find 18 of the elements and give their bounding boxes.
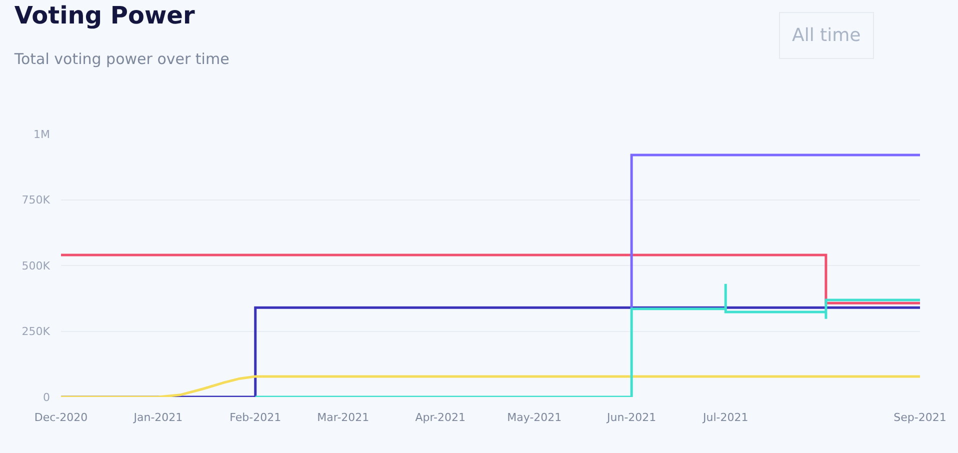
x-tick-label: Jan-2021 [132,411,183,424]
chart-title: Voting Power [14,2,195,30]
chart-subtitle: Total voting power over time [13,50,230,68]
y-tick-label: 1M [34,128,50,141]
x-tick-label: May-2021 [507,411,562,424]
y-tick-label: 250K [22,325,51,338]
x-tick-label: Mar-2021 [317,411,370,424]
x-tick-label: Feb-2021 [230,411,282,424]
x-tick-label: Jun-2021 [606,411,656,424]
x-tick-label: Sep-2021 [894,411,946,424]
line-series [61,375,920,397]
x-tick-label: Jul-2021 [702,411,748,424]
y-tick-label: 500K [22,259,51,272]
x-tick-label: Dec-2020 [34,411,88,424]
text: All time [792,25,861,46]
y-tick-label: 0 [43,390,50,404]
y-tick-label: 750K [22,194,51,207]
x-tick-label: Apr-2021 [415,411,466,424]
